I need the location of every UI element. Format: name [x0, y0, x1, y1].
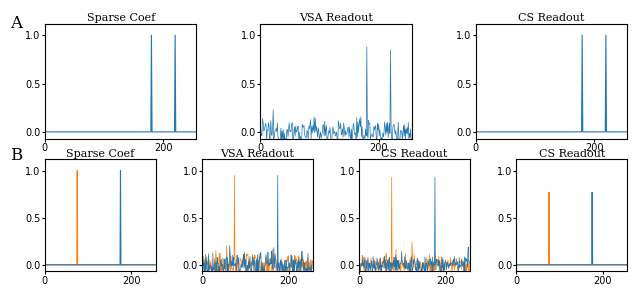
Title: CS Readout: CS Readout [381, 148, 448, 158]
Title: VSA Readout: VSA Readout [220, 148, 294, 158]
Title: VSA Readout: VSA Readout [299, 13, 373, 23]
Title: CS Readout: CS Readout [539, 148, 605, 158]
Title: Sparse Coef: Sparse Coef [66, 148, 134, 158]
Title: CS Readout: CS Readout [518, 13, 584, 23]
Title: Sparse Coef: Sparse Coef [86, 13, 155, 23]
Text: A: A [10, 15, 22, 32]
Text: B: B [10, 148, 22, 165]
